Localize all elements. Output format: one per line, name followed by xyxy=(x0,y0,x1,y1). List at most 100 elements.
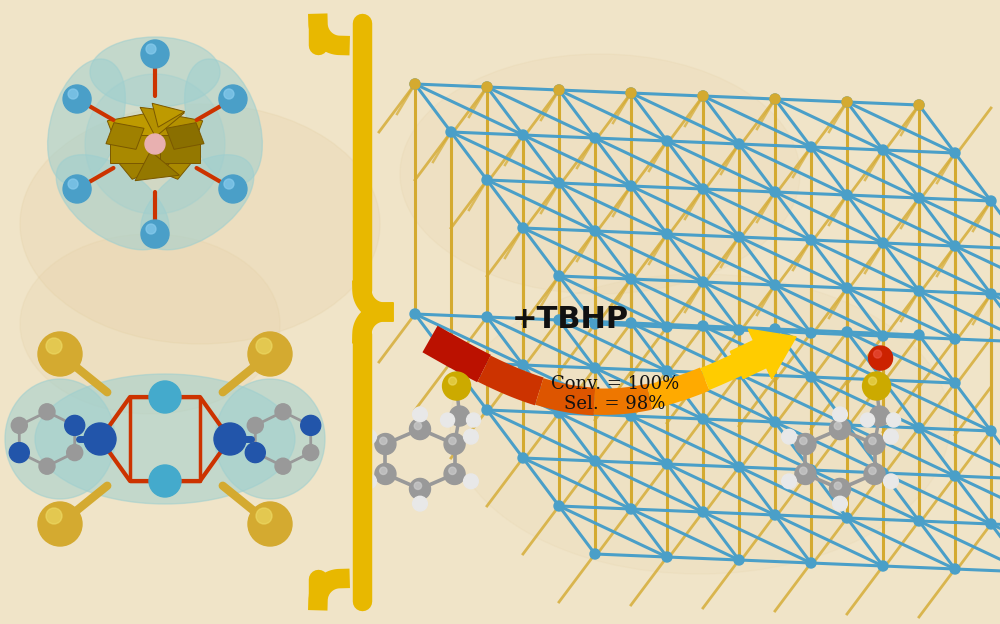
Circle shape xyxy=(39,404,55,420)
Circle shape xyxy=(914,516,924,526)
Circle shape xyxy=(482,312,492,322)
Ellipse shape xyxy=(90,37,220,107)
Circle shape xyxy=(590,549,600,559)
Circle shape xyxy=(734,232,744,242)
Circle shape xyxy=(554,271,564,281)
Text: +TBHP: +TBHP xyxy=(511,305,629,333)
Ellipse shape xyxy=(5,379,115,499)
Ellipse shape xyxy=(141,155,254,250)
Circle shape xyxy=(782,429,796,444)
Circle shape xyxy=(214,423,246,455)
Circle shape xyxy=(149,381,181,413)
Ellipse shape xyxy=(185,59,262,185)
Polygon shape xyxy=(136,121,193,167)
Circle shape xyxy=(887,413,901,427)
Ellipse shape xyxy=(48,59,125,185)
Polygon shape xyxy=(141,139,199,179)
Circle shape xyxy=(482,82,492,92)
Circle shape xyxy=(444,434,465,454)
Circle shape xyxy=(834,482,842,489)
Circle shape xyxy=(698,507,708,517)
Circle shape xyxy=(806,328,816,338)
Ellipse shape xyxy=(20,104,380,344)
Circle shape xyxy=(590,456,600,466)
Circle shape xyxy=(63,175,91,203)
Ellipse shape xyxy=(400,54,800,294)
Circle shape xyxy=(626,274,636,284)
Circle shape xyxy=(413,496,427,511)
Circle shape xyxy=(806,372,816,382)
Circle shape xyxy=(833,496,847,511)
Circle shape xyxy=(834,422,842,429)
Ellipse shape xyxy=(35,374,295,504)
Circle shape xyxy=(224,179,234,189)
Circle shape xyxy=(698,91,708,101)
Polygon shape xyxy=(166,123,204,149)
Circle shape xyxy=(68,179,78,189)
Circle shape xyxy=(770,187,780,197)
Circle shape xyxy=(806,235,816,245)
Circle shape xyxy=(141,40,169,68)
Circle shape xyxy=(68,89,78,99)
Circle shape xyxy=(986,426,996,436)
Circle shape xyxy=(662,552,672,562)
Ellipse shape xyxy=(215,379,325,499)
Circle shape xyxy=(554,315,564,325)
Circle shape xyxy=(734,462,744,472)
Circle shape xyxy=(878,468,888,478)
Circle shape xyxy=(375,464,396,484)
Circle shape xyxy=(884,429,898,444)
Circle shape xyxy=(842,327,852,337)
Circle shape xyxy=(245,442,265,462)
Circle shape xyxy=(662,366,672,376)
Circle shape xyxy=(38,502,82,546)
Circle shape xyxy=(414,422,422,429)
Circle shape xyxy=(590,133,600,143)
Circle shape xyxy=(950,471,960,481)
Circle shape xyxy=(410,79,420,89)
Circle shape xyxy=(84,423,116,455)
Circle shape xyxy=(248,502,292,546)
Circle shape xyxy=(806,142,816,152)
Circle shape xyxy=(9,442,29,462)
Circle shape xyxy=(626,318,636,328)
Circle shape xyxy=(275,404,291,420)
Circle shape xyxy=(626,504,636,514)
Circle shape xyxy=(842,97,852,107)
Circle shape xyxy=(518,360,528,370)
Circle shape xyxy=(914,100,924,110)
Circle shape xyxy=(770,94,780,104)
Circle shape xyxy=(256,338,272,354)
Circle shape xyxy=(554,85,564,95)
Circle shape xyxy=(446,127,456,137)
Circle shape xyxy=(986,519,996,529)
Circle shape xyxy=(46,338,62,354)
Polygon shape xyxy=(135,151,179,181)
Circle shape xyxy=(464,429,478,444)
Circle shape xyxy=(85,74,225,214)
Circle shape xyxy=(518,453,528,463)
Circle shape xyxy=(864,434,885,454)
Circle shape xyxy=(869,346,893,370)
Circle shape xyxy=(869,467,876,474)
Circle shape xyxy=(698,414,708,424)
Circle shape xyxy=(698,184,708,194)
Circle shape xyxy=(878,331,888,341)
Circle shape xyxy=(247,417,263,434)
Circle shape xyxy=(554,501,564,511)
Text: Sel. = 98%: Sel. = 98% xyxy=(564,395,666,413)
Circle shape xyxy=(554,178,564,188)
Circle shape xyxy=(770,417,780,427)
Circle shape xyxy=(46,508,62,524)
Circle shape xyxy=(698,277,708,287)
Circle shape xyxy=(842,283,852,293)
Circle shape xyxy=(380,437,387,444)
Circle shape xyxy=(219,175,247,203)
Circle shape xyxy=(414,482,422,489)
Circle shape xyxy=(734,325,744,335)
Ellipse shape xyxy=(450,274,950,574)
Circle shape xyxy=(626,88,636,98)
Circle shape xyxy=(842,97,852,107)
Circle shape xyxy=(986,196,996,206)
Circle shape xyxy=(248,332,292,376)
